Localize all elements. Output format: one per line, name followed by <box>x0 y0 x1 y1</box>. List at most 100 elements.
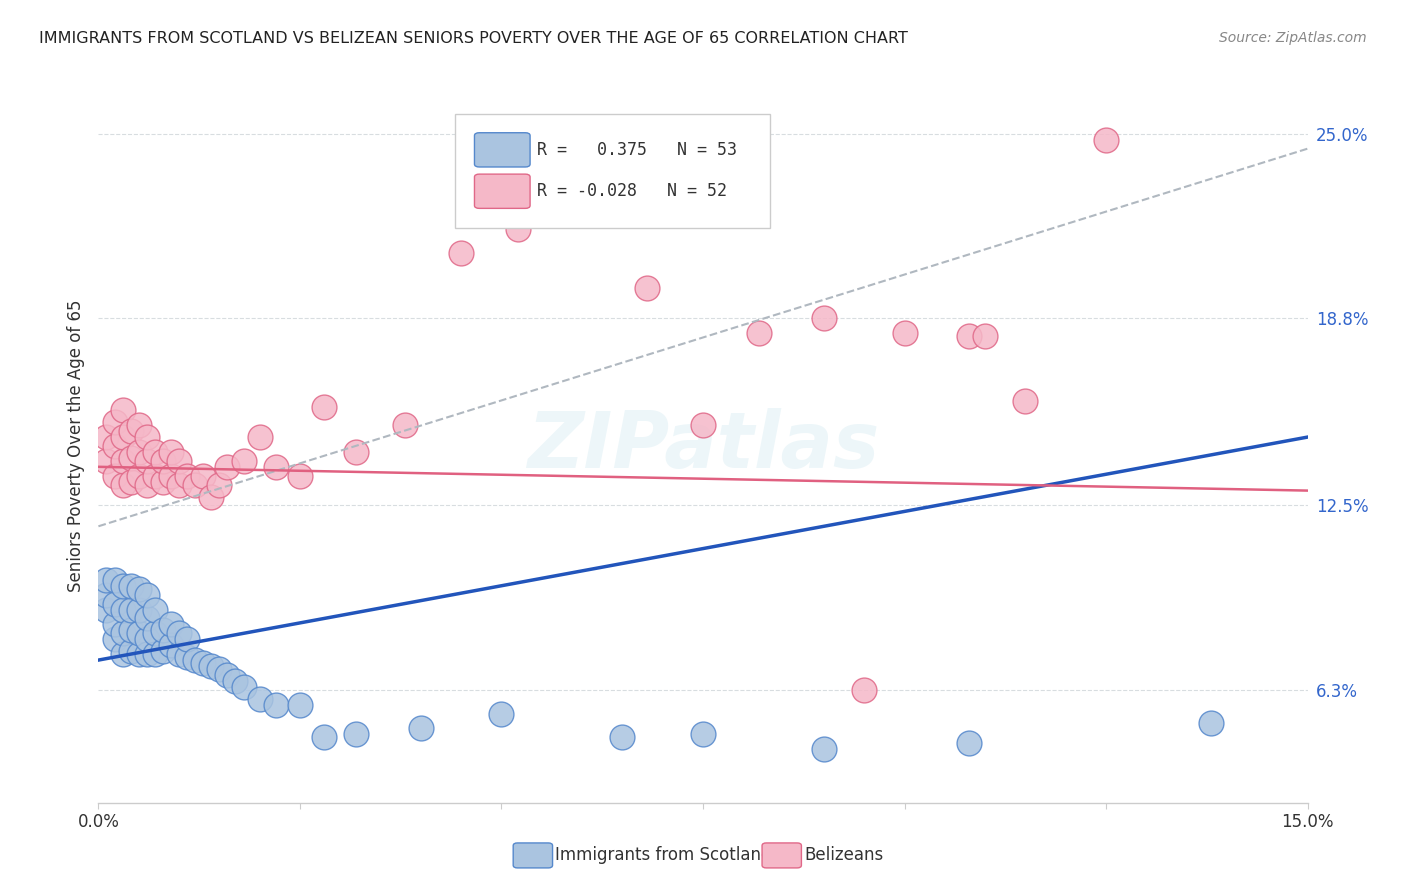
Point <box>957 329 980 343</box>
FancyBboxPatch shape <box>456 114 769 228</box>
Point <box>120 602 142 616</box>
Point <box>167 454 190 468</box>
Point <box>96 430 118 444</box>
Point <box>143 626 166 640</box>
Point <box>314 401 336 415</box>
Point <box>128 418 150 433</box>
Point <box>208 662 231 676</box>
Point <box>96 454 118 468</box>
Point <box>111 403 134 417</box>
Point <box>152 475 174 489</box>
Text: R = -0.028   N = 52: R = -0.028 N = 52 <box>537 182 727 200</box>
Text: Belizeans: Belizeans <box>804 847 883 864</box>
Point <box>249 691 271 706</box>
Point <box>288 468 311 483</box>
Point <box>120 624 142 638</box>
Text: ZIPatlas: ZIPatlas <box>527 408 879 484</box>
Point <box>974 329 997 343</box>
Point <box>135 611 157 625</box>
Point <box>394 418 416 433</box>
Point <box>128 602 150 616</box>
Point <box>344 727 367 741</box>
Y-axis label: Seniors Poverty Over the Age of 65: Seniors Poverty Over the Age of 65 <box>66 300 84 592</box>
Point <box>217 459 239 474</box>
Point <box>152 454 174 468</box>
Point <box>208 477 231 491</box>
Point <box>143 445 166 459</box>
Point <box>103 597 125 611</box>
Point <box>288 698 311 712</box>
Point <box>200 659 222 673</box>
Text: IMMIGRANTS FROM SCOTLAND VS BELIZEAN SENIORS POVERTY OVER THE AGE OF 65 CORRELAT: IMMIGRANTS FROM SCOTLAND VS BELIZEAN SEN… <box>39 31 908 46</box>
Point <box>160 445 183 459</box>
Point <box>957 736 980 750</box>
Point <box>344 445 367 459</box>
Point <box>160 638 183 652</box>
Point <box>128 445 150 459</box>
Point <box>120 644 142 658</box>
Point <box>120 475 142 489</box>
Point <box>249 430 271 444</box>
Point <box>152 624 174 638</box>
Point <box>103 632 125 647</box>
Point <box>853 682 876 697</box>
Point <box>176 632 198 647</box>
Point <box>893 326 915 340</box>
Point <box>160 468 183 483</box>
Point <box>143 468 166 483</box>
Point <box>103 468 125 483</box>
Point <box>184 653 207 667</box>
Point <box>748 326 770 340</box>
Point <box>176 468 198 483</box>
Point <box>167 647 190 661</box>
Point <box>612 731 634 745</box>
Point <box>636 281 658 295</box>
Point <box>135 454 157 468</box>
Point <box>217 668 239 682</box>
Point <box>111 626 134 640</box>
Point <box>409 722 432 736</box>
Point <box>135 477 157 491</box>
Point <box>135 430 157 444</box>
Point <box>160 617 183 632</box>
Point <box>143 647 166 661</box>
Point <box>314 731 336 745</box>
Point <box>111 579 134 593</box>
Point <box>128 626 150 640</box>
Point <box>96 588 118 602</box>
Point <box>96 573 118 587</box>
Point <box>111 647 134 661</box>
Point <box>143 602 166 616</box>
Point <box>135 647 157 661</box>
Point <box>111 454 134 468</box>
Point <box>111 477 134 491</box>
Point <box>103 617 125 632</box>
Point <box>491 706 513 721</box>
Point <box>103 415 125 429</box>
Point <box>813 311 835 326</box>
Text: Immigrants from Scotland: Immigrants from Scotland <box>555 847 772 864</box>
Point <box>813 742 835 756</box>
Point <box>128 468 150 483</box>
Point <box>96 602 118 616</box>
Text: Source: ZipAtlas.com: Source: ZipAtlas.com <box>1219 31 1367 45</box>
Point <box>692 418 714 433</box>
Point <box>176 650 198 665</box>
Point <box>103 439 125 453</box>
Point <box>128 582 150 596</box>
Point <box>167 626 190 640</box>
Point <box>128 647 150 661</box>
Point <box>1095 133 1118 147</box>
Point <box>184 477 207 491</box>
Point <box>1014 394 1036 409</box>
Text: R =   0.375   N = 53: R = 0.375 N = 53 <box>537 141 737 159</box>
Point <box>224 673 246 688</box>
Point <box>264 459 287 474</box>
Point <box>506 222 529 236</box>
Point <box>193 656 215 670</box>
Point <box>232 454 254 468</box>
Point <box>1199 715 1222 730</box>
Point <box>120 450 142 465</box>
FancyBboxPatch shape <box>474 174 530 209</box>
Point <box>264 698 287 712</box>
